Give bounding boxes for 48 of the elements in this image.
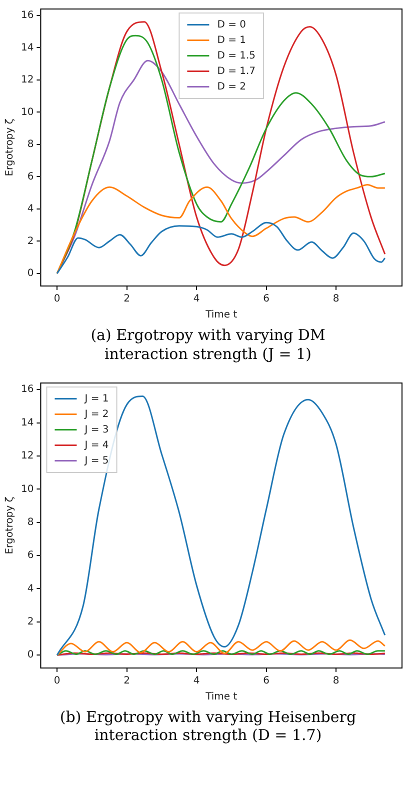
x-tick-label: 2 bbox=[124, 675, 130, 686]
line-series bbox=[56, 184, 386, 274]
y-tick-label: 10 bbox=[20, 106, 34, 118]
y-tick-label: 2 bbox=[27, 616, 34, 627]
y-tick-label: 8 bbox=[27, 516, 34, 528]
legend-label: D = 0 bbox=[217, 19, 246, 30]
x-tick-label: 0 bbox=[54, 675, 60, 686]
y-tick-label: 14 bbox=[20, 416, 34, 428]
x-tick-label: 4 bbox=[193, 294, 200, 305]
y-tick-label: 6 bbox=[27, 550, 34, 561]
y-tick-label: 16 bbox=[20, 10, 34, 22]
y-tick-label: 6 bbox=[27, 171, 34, 182]
x-tick-label: 6 bbox=[263, 294, 270, 305]
y-tick-label: 0 bbox=[27, 649, 34, 660]
legend-label: J = 1 bbox=[84, 392, 109, 404]
x-axis-title: Time t bbox=[204, 310, 238, 321]
y-tick-label: 16 bbox=[20, 384, 34, 395]
y-tick-label: 0 bbox=[27, 268, 34, 280]
y-tick-label: 4 bbox=[27, 582, 34, 594]
x-tick-label: 6 bbox=[263, 675, 270, 686]
legend-label: D = 1.7 bbox=[217, 66, 256, 77]
y-tick-label: 10 bbox=[20, 483, 34, 494]
legend-label: J = 4 bbox=[84, 439, 109, 450]
legend-label: D = 2 bbox=[217, 81, 246, 92]
x-tick-label: 2 bbox=[124, 294, 130, 305]
legend-label: D = 1.5 bbox=[217, 50, 256, 62]
line-series bbox=[56, 638, 386, 656]
y-axis-title: Ergotropy ζ bbox=[4, 496, 16, 554]
x-tick-label: 0 bbox=[54, 294, 60, 305]
y-tick-label: 12 bbox=[20, 74, 34, 86]
legend-label: J = 2 bbox=[84, 408, 109, 420]
text: (b) Ergotropy with varying Heisenberg interaction strength (D = 1.7) bbox=[58, 706, 358, 746]
x-tick-label: 8 bbox=[332, 294, 340, 305]
x-tick-label: 8 bbox=[332, 675, 340, 686]
x-axis-title: Time t bbox=[204, 691, 238, 702]
y-tick-label: 4 bbox=[27, 204, 34, 215]
y-tick-label: 14 bbox=[20, 42, 34, 54]
y-tick-label: 12 bbox=[20, 450, 34, 462]
legend-label: J = 3 bbox=[84, 424, 109, 435]
line-series bbox=[56, 395, 386, 656]
y-tick-label: 8 bbox=[27, 139, 34, 150]
text: (a) Ergotropy with varying DM interaction strength (J = 1) bbox=[90, 325, 326, 365]
y-tick-label: 2 bbox=[27, 236, 34, 247]
legend-label: J = 5 bbox=[84, 454, 109, 466]
y-axis-title: Ergotropy ζ bbox=[4, 118, 16, 176]
legend-label: D = 1 bbox=[217, 34, 246, 46]
x-tick-label: 4 bbox=[193, 675, 200, 686]
line-series bbox=[56, 222, 386, 274]
